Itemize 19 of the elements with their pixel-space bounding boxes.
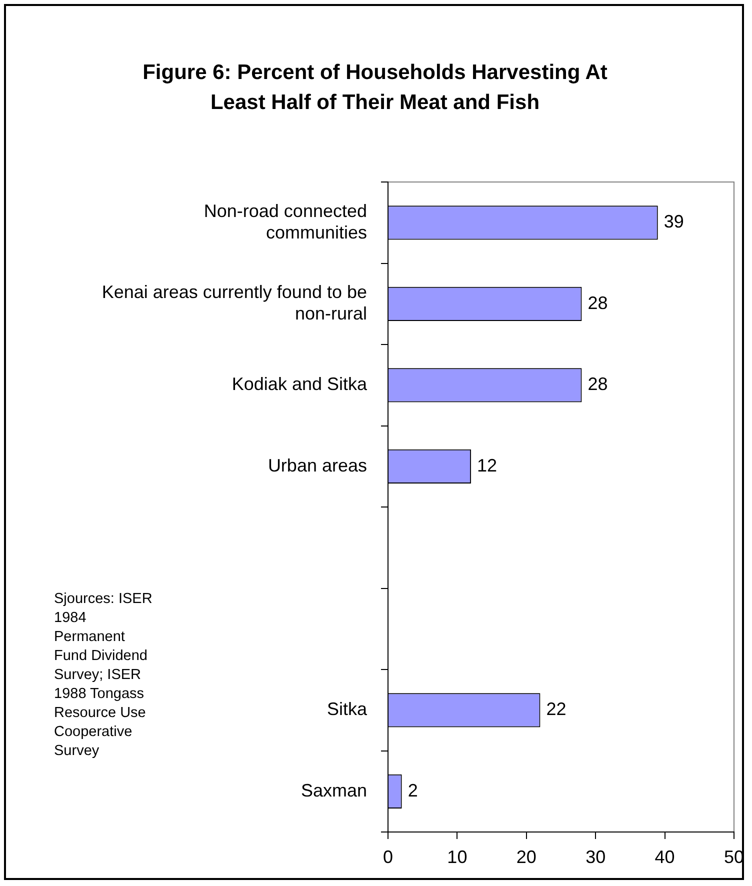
- y-tick-label: Urban areas: [268, 455, 367, 476]
- y-tick-label: Kenai areas currently found to be non-rural: [102, 282, 367, 324]
- x-tick-label: 40: [654, 846, 675, 867]
- data-label: 28: [588, 374, 608, 394]
- data-label: 28: [588, 292, 608, 313]
- y-tick-label: Saxman: [300, 780, 367, 800]
- y-tick-label: Non-road connected communities: [204, 200, 367, 242]
- x-tick-label: 30: [586, 846, 606, 867]
- data-label: 39: [664, 212, 684, 232]
- text: Sjources: ISER 1984 Permanent Fund Dividend Survey; ISER 1988 Tongass Resource Use Cooperative Survey: [54, 591, 152, 759]
- y-tick-label: Kodiak and Sitka: [232, 374, 368, 394]
- data-label: 2: [408, 780, 418, 800]
- data-label: 22: [546, 699, 566, 720]
- data-label: 12: [477, 455, 498, 476]
- y-tick-label: Sitka: [326, 699, 368, 720]
- x-tick-label: 20: [516, 846, 536, 867]
- x-tick-label: 0: [382, 846, 394, 867]
- chart-title: Figure 6: Percent of Households Harvesting At Least Half of Their Meat and Fish: [142, 60, 608, 116]
- x-tick-label: 10: [447, 846, 468, 867]
